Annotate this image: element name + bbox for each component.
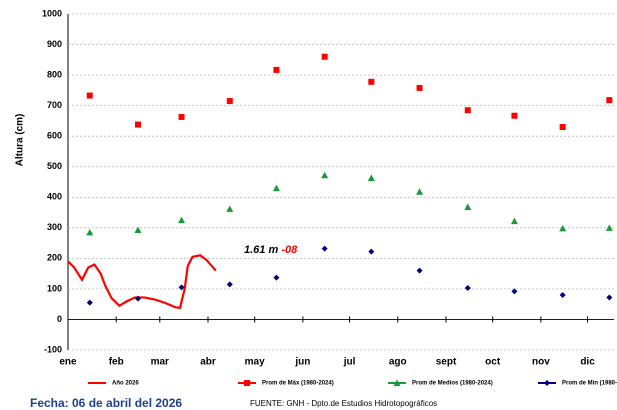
marker (368, 78, 375, 85)
y-tick-label: 900 (47, 39, 62, 49)
x-tick-label: nov (532, 357, 550, 368)
legend-label: Prom de Medios (1980-2024) (412, 381, 493, 387)
legend-label: Prom de Min (1980-2024) (562, 381, 617, 387)
marker (605, 224, 613, 231)
y-tick-label: 800 (47, 69, 62, 79)
marker (134, 226, 142, 233)
marker (544, 380, 550, 386)
marker (559, 224, 567, 232)
y-tick-label: 0 (57, 314, 62, 324)
marker (416, 188, 424, 195)
y-tick-label: -100 (44, 344, 62, 354)
marker (86, 228, 94, 236)
marker (272, 184, 280, 192)
x-tick-label: sept (436, 357, 457, 368)
marker (86, 92, 93, 99)
marker (226, 98, 233, 105)
x-tick-label: abr (200, 357, 216, 368)
marker (416, 267, 423, 274)
date-note: Fecha: 06 de abril del 2026 (30, 396, 182, 410)
y-tick-label: 600 (47, 131, 62, 141)
y-tick-label: 500 (47, 161, 62, 171)
marker (226, 281, 233, 288)
y-tick-label: 200 (47, 253, 62, 263)
marker (416, 84, 423, 91)
marker (273, 274, 280, 281)
marker (244, 380, 250, 386)
series-line (67, 254, 217, 310)
marker (511, 112, 518, 119)
marker (393, 379, 401, 386)
marker (464, 203, 472, 211)
marker (464, 284, 471, 291)
x-tick-label: jul (343, 357, 356, 368)
y-axis-label: Altura (cm) (15, 114, 26, 167)
source-note: FUENTE: GNH - Dpto.de Estudios Hidrotopo… (250, 399, 437, 408)
y-tick-label: 300 (47, 222, 62, 232)
annotation-trend: -08 (281, 244, 298, 256)
x-tick-label: dic (580, 357, 595, 368)
x-tick-label: mar (151, 357, 169, 368)
marker (178, 284, 185, 291)
y-tick-label: 1000 (42, 8, 62, 18)
y-tick-label: 100 (47, 283, 62, 293)
x-tick-label: jun (294, 357, 310, 368)
y-tick-label: 400 (47, 192, 62, 202)
marker (606, 97, 613, 104)
marker (86, 299, 93, 306)
legend-label: Prom de Máx (1980-2024) (262, 381, 334, 387)
marker (135, 121, 141, 128)
x-tick-label: may (245, 357, 265, 368)
marker (273, 66, 280, 73)
x-tick-label: ene (59, 357, 77, 368)
marker (559, 124, 566, 131)
marker (367, 174, 375, 182)
marker (178, 113, 185, 120)
marker (510, 217, 518, 225)
x-tick-label: feb (109, 357, 124, 368)
marker (135, 295, 141, 302)
y-tick-label: 700 (47, 100, 62, 110)
marker (606, 294, 613, 301)
x-tick-label: ago (389, 357, 407, 368)
annotation: 1.61 m -08 (244, 244, 298, 256)
marker (368, 248, 375, 255)
marker (321, 53, 328, 60)
annotation-level: 1.61 m (244, 244, 278, 256)
marker (464, 107, 471, 114)
marker (178, 216, 186, 224)
marker (511, 288, 518, 295)
legend-label: Año 2026 (112, 381, 139, 387)
marker (226, 205, 234, 212)
marker (321, 171, 329, 179)
x-tick-label: oct (485, 357, 501, 368)
marker (559, 292, 566, 299)
marker (321, 245, 328, 252)
